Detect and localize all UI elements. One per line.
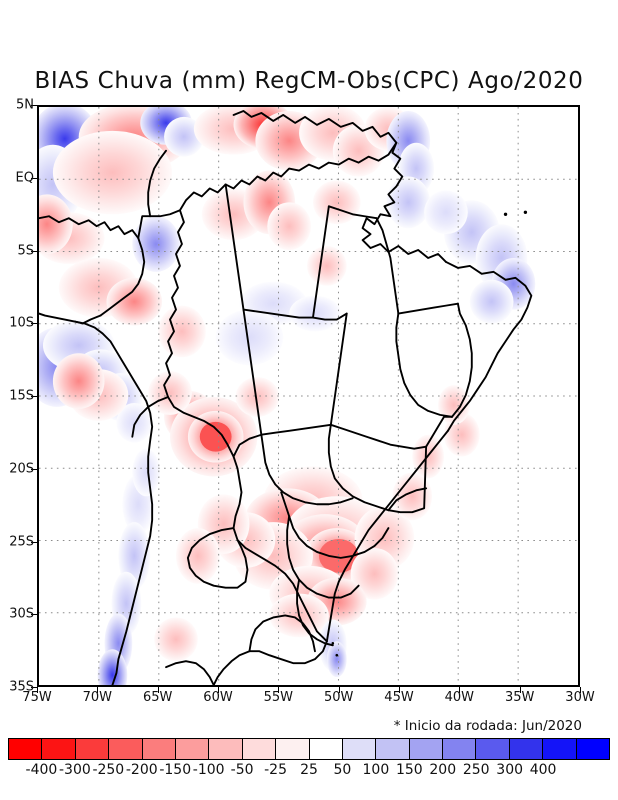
colorbar-label: -300 — [58, 762, 91, 778]
coastline-border-layer — [39, 110, 533, 685]
colorbar-label: -25 — [264, 762, 287, 778]
colorbar-label: -150 — [159, 762, 192, 778]
colorbar-label: -400 — [25, 762, 58, 778]
colorbar-label: -250 — [92, 762, 125, 778]
colorbar-swatch-17 — [576, 739, 610, 759]
colorbar-label: -100 — [192, 762, 225, 778]
colorbar-label: 100 — [362, 762, 390, 778]
colorbar-swatch-11 — [376, 739, 410, 759]
colorbar-label: 250 — [462, 762, 490, 778]
colorbar-label: -50 — [230, 762, 254, 778]
colorbar-label: 300 — [496, 762, 524, 778]
colorbar-swatch-10 — [342, 739, 377, 759]
x-tick-label: 50W — [323, 690, 354, 705]
colorbar-swatch-9 — [309, 739, 343, 759]
y-tick-label: 30S — [9, 606, 34, 622]
colorbar-swatch-16 — [543, 739, 577, 759]
x-tick-label: 65W — [142, 690, 173, 705]
map-canvas — [39, 107, 578, 685]
y-tick-label: 10S — [9, 315, 34, 331]
colorbar-swatch-6 — [209, 739, 243, 759]
offshore-islands — [331, 210, 528, 657]
y-tick-label: 25S — [9, 534, 34, 549]
colorbar-label: 150 — [395, 762, 423, 778]
x-tick-label: 75W — [22, 690, 52, 705]
colorbar-swatch-13 — [443, 739, 477, 759]
run-start-note: * Inicio da rodada: Jun/2020 — [393, 718, 582, 734]
x-tick-label: 30W — [565, 690, 595, 705]
colorbar-swatch-8 — [276, 739, 310, 759]
x-tick-label: 55W — [263, 690, 293, 705]
colorbar-label: 400 — [529, 762, 557, 778]
y-tick-label: 35S — [9, 679, 34, 695]
x-tick-label: 70W — [82, 690, 112, 705]
x-tick-label: 40W — [444, 690, 474, 705]
map-plot-area — [37, 105, 580, 687]
x-tick-label: 35W — [504, 690, 535, 705]
colorbar-swatch-1 — [42, 739, 76, 759]
y-tick-label: 15S — [9, 388, 34, 404]
colorbar-swatch-14 — [476, 739, 510, 759]
x-tick-label: 45W — [384, 690, 414, 705]
colorbar-label: 50 — [333, 762, 352, 778]
y-tick-label: 20S — [9, 461, 34, 477]
y-tick-label: 5S — [17, 243, 34, 258]
colorbar-swatch-5 — [175, 739, 210, 759]
colorbar-swatch-15 — [509, 739, 544, 759]
colorbar — [8, 738, 610, 760]
y-tick-label: EQ — [15, 170, 34, 186]
colorbar-label: -200 — [125, 762, 158, 778]
colorbar-label: 25 — [300, 762, 318, 778]
colorbar-swatch-12 — [409, 739, 444, 759]
colorbar-swatch-7 — [242, 739, 277, 759]
graticule-gridlines — [39, 107, 578, 685]
colorbar-swatch-0 — [9, 739, 43, 759]
colorbar-swatch-2 — [75, 739, 110, 759]
y-tick-label: 5N — [16, 97, 34, 113]
colorbar-swatch-4 — [142, 739, 176, 759]
colorbar-swatch-3 — [109, 739, 143, 759]
colorbar-label: 200 — [429, 762, 457, 778]
x-tick-label: 60W — [203, 690, 233, 705]
page-title: BIAS Chuva (mm) RegCM-Obs(CPC) Ago/2020 — [34, 68, 584, 94]
colorbar-tick-labels: -400 -300 -250 -200 -150 -100 -50 -25 25 50 100 150… — [8, 762, 610, 780]
